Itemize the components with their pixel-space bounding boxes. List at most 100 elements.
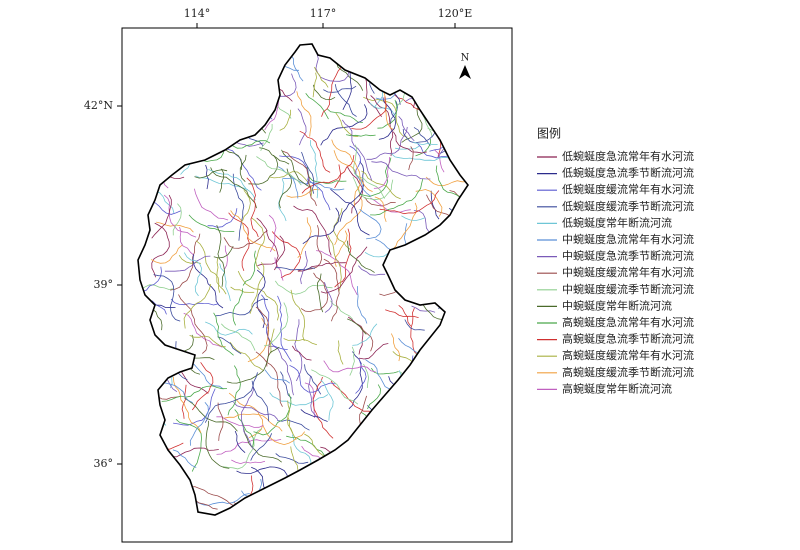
river [417,486,434,515]
river [275,267,316,271]
river [421,489,450,502]
river [390,333,401,362]
river [347,316,364,355]
river [450,300,464,355]
river [215,298,268,317]
river [205,81,238,128]
river [438,251,468,310]
river [154,414,165,462]
legend-label: 低蜿蜒度急流季节断流河流 [562,166,694,180]
legend-label: 低蜿蜒度缓流季节断流河流 [562,199,694,213]
river [318,511,353,515]
river [189,402,209,446]
river [213,57,228,100]
river [456,227,468,241]
river [435,165,468,204]
river [151,117,173,150]
river [429,469,442,515]
river [178,254,201,264]
river [230,210,276,252]
river [393,94,439,125]
river [370,367,399,375]
river [175,418,202,472]
river [351,467,364,515]
river [223,245,228,270]
river [276,49,304,82]
river [352,144,385,199]
river [173,388,216,426]
river [400,445,428,465]
legend-label: 高蜿蜒度缓流季节断流河流 [562,365,694,379]
river [140,457,152,494]
river [242,250,257,286]
river [413,141,438,146]
river [336,471,360,498]
river [196,129,224,157]
river [156,88,185,95]
river [256,156,302,186]
river [297,108,307,146]
river [307,518,354,550]
river [363,96,408,138]
river [462,395,468,451]
river [475,167,486,201]
river [334,228,352,288]
river [250,433,273,461]
river [161,385,228,402]
river [195,124,242,136]
river [290,446,302,475]
legend-label: 中蜿蜒度急流季节断流河流 [562,249,694,263]
river [385,401,412,452]
river [194,188,229,221]
river [353,485,382,515]
river [449,190,468,229]
river [334,230,348,267]
river [474,94,488,143]
river [217,336,242,355]
river [205,321,253,336]
river [255,351,283,407]
river [153,274,181,322]
lon-label: 114° [184,7,211,20]
river [427,505,444,515]
river [344,478,358,515]
river [374,196,387,223]
north-label: N [461,53,470,64]
river [177,114,218,132]
river [306,178,331,211]
river [457,264,468,297]
river [263,302,289,347]
river [149,476,157,500]
river [470,472,487,504]
river [450,366,459,420]
river [316,273,324,313]
river [151,222,170,278]
river [194,80,222,125]
river [149,126,202,160]
river [296,509,323,515]
river [324,281,333,313]
river [277,419,310,431]
river [139,104,184,128]
river [300,409,328,422]
river [460,291,468,347]
river [447,422,467,438]
river [424,62,468,83]
river [361,484,386,515]
river [301,155,355,194]
river [151,194,172,239]
legend-label: 中蜿蜒度缓流常年有水河流 [562,265,694,279]
river [282,150,317,207]
river [164,255,211,272]
river [259,44,265,70]
river [359,395,367,433]
river [221,323,256,351]
river [456,406,466,459]
river [297,217,312,258]
river [359,343,389,360]
river [347,474,369,489]
river [151,308,163,331]
river [392,351,446,391]
river [270,328,275,354]
river [256,217,279,271]
